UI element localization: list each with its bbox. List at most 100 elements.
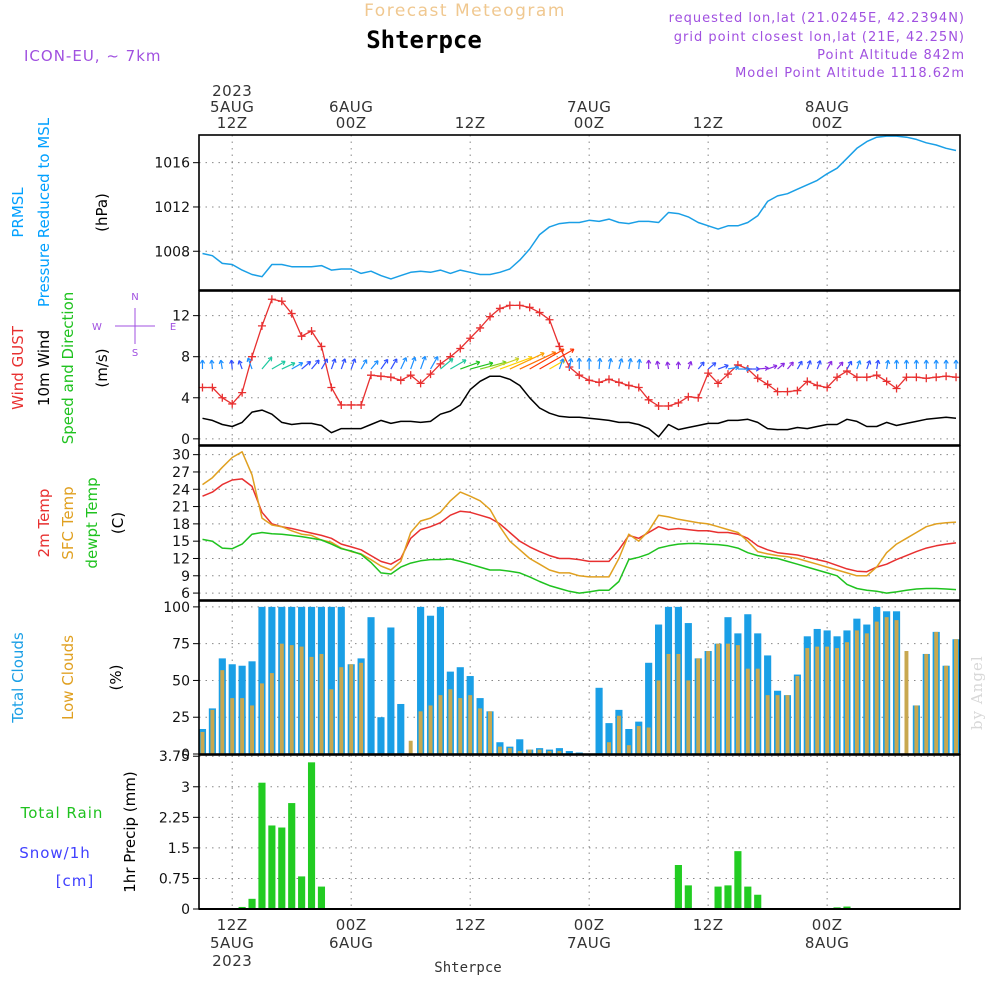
y-axis-label: (m/s) (93, 348, 111, 387)
wind-arrow-head (711, 362, 717, 367)
wind-arrow (450, 359, 467, 370)
panel-frame (198, 600, 961, 755)
wind-arrow-head (875, 359, 881, 365)
bottom-tick-label: 6AUG (329, 934, 373, 952)
wind-arrow (330, 358, 336, 370)
wind-arrow (470, 362, 493, 370)
wind-gust-marker (218, 393, 227, 402)
total-rain-bar (248, 898, 256, 909)
wind-arrow (727, 366, 739, 370)
watermark: by Angel (968, 655, 986, 730)
wind-arrow-head (780, 362, 786, 368)
wind-gust-marker (912, 373, 921, 382)
wind-arrow-head (559, 358, 565, 363)
wind-arrow-head (290, 361, 296, 367)
total-rain-bar (258, 782, 266, 909)
wind-arrow (826, 360, 833, 370)
total-rain-bar (288, 803, 296, 909)
wind-gust-marker (714, 379, 723, 388)
low-clouds-bar (835, 648, 840, 754)
wind-arrow (479, 361, 507, 370)
low-clouds-bar (527, 749, 532, 754)
y-axis-label: (C) (109, 512, 127, 534)
low-clouds-bar (488, 711, 492, 754)
wind-gust-marker (426, 370, 435, 379)
y-axis-label: Total Clouds (9, 632, 27, 724)
panel-4: 0 25 50 75 100 Total Clouds Low Clouds (%) (9, 600, 961, 763)
wind-arrow (806, 360, 811, 370)
wind-arrow-head (655, 360, 661, 365)
top-tick-label: 00Z (574, 114, 605, 132)
total-clouds-bar (387, 627, 395, 754)
wind-arrow-head (933, 359, 939, 364)
y-axis-label: Low Clouds (59, 635, 77, 720)
low-clouds-bar (259, 683, 264, 754)
wind-arrow (350, 358, 356, 370)
y-tick-label: 2.25 (159, 810, 190, 826)
wind-gust-marker (376, 372, 385, 381)
wind-arrow-head (488, 361, 494, 367)
wind-arrow (360, 359, 368, 370)
wind-arrow (777, 362, 785, 370)
wind-arrow (836, 361, 844, 370)
wind-arrow (390, 358, 398, 370)
wind-gust-marker (654, 401, 663, 410)
wind-arrow-head (559, 348, 565, 354)
wind-arrow-head (893, 359, 900, 364)
low-clouds-bar (319, 653, 324, 754)
low-clouds-bar (349, 664, 354, 754)
top-tick-label: 5AUG (210, 98, 254, 116)
info-line-2: grid point closest lon,lat (21E, 42.25N) (674, 30, 965, 45)
info-line-4: Model Point Altitude 1118.62m (735, 66, 965, 81)
y-tick-label: 0 (181, 902, 190, 918)
wind-gust-marker (406, 371, 415, 380)
wind-arrow (247, 357, 253, 370)
low-clouds-bar (924, 653, 929, 754)
low-clouds-bar (944, 665, 949, 754)
wind-arrow-head (687, 360, 693, 366)
low-clouds-bar (636, 726, 641, 754)
precip-legend-label: Snow/1h (19, 844, 91, 862)
wind-arrow (796, 360, 803, 370)
wind-arrow-head (816, 360, 822, 365)
total-rain-bar (744, 886, 752, 909)
y-tick-label: 18 (172, 517, 190, 533)
model-label: ICON-EU, ~ 7km (24, 47, 162, 65)
wind-gust-marker (505, 301, 514, 310)
low-clouds-bar (329, 689, 334, 754)
low-clouds-bar (864, 633, 869, 754)
wind-arrow-head (281, 360, 286, 366)
wind-arrow-head (209, 359, 215, 364)
wind-gust-marker (545, 315, 554, 324)
panel-frame (198, 445, 961, 601)
low-clouds-bar (845, 642, 849, 754)
low-clouds-bar (765, 695, 770, 754)
wind-arrow (489, 357, 519, 370)
wind-arrow-head (461, 359, 467, 364)
wind-arrow (291, 362, 303, 370)
wind-gust-marker (952, 373, 961, 382)
wind-arrow (598, 358, 601, 370)
wind-arrow (410, 356, 416, 370)
y-tick-label: 9 (181, 569, 190, 585)
wind-gust-marker (882, 377, 891, 386)
low-clouds-bar (745, 668, 750, 754)
y-axis-label: SFC Temp (59, 486, 77, 559)
wind-arrow-head (218, 359, 224, 365)
wind-arrow-head (402, 357, 408, 362)
bottom-tick-label: 00Z (336, 916, 367, 934)
wind-gust-marker (892, 384, 901, 393)
wind-arrow (697, 361, 705, 370)
panel-frame (198, 290, 961, 446)
wind-arrow-head (568, 357, 574, 363)
bottom-tick-label: 2023 (212, 952, 252, 970)
total-rain-bar (278, 827, 286, 909)
top-tick-label: 12Z (455, 114, 486, 132)
wind-arrow (666, 361, 670, 370)
y-tick-label: 21 (172, 500, 190, 516)
total-rain-bar (754, 894, 762, 909)
wind-gust-marker (367, 371, 376, 380)
wind-arrow (568, 358, 572, 370)
y-axis-label: 10m Wind (35, 330, 53, 406)
